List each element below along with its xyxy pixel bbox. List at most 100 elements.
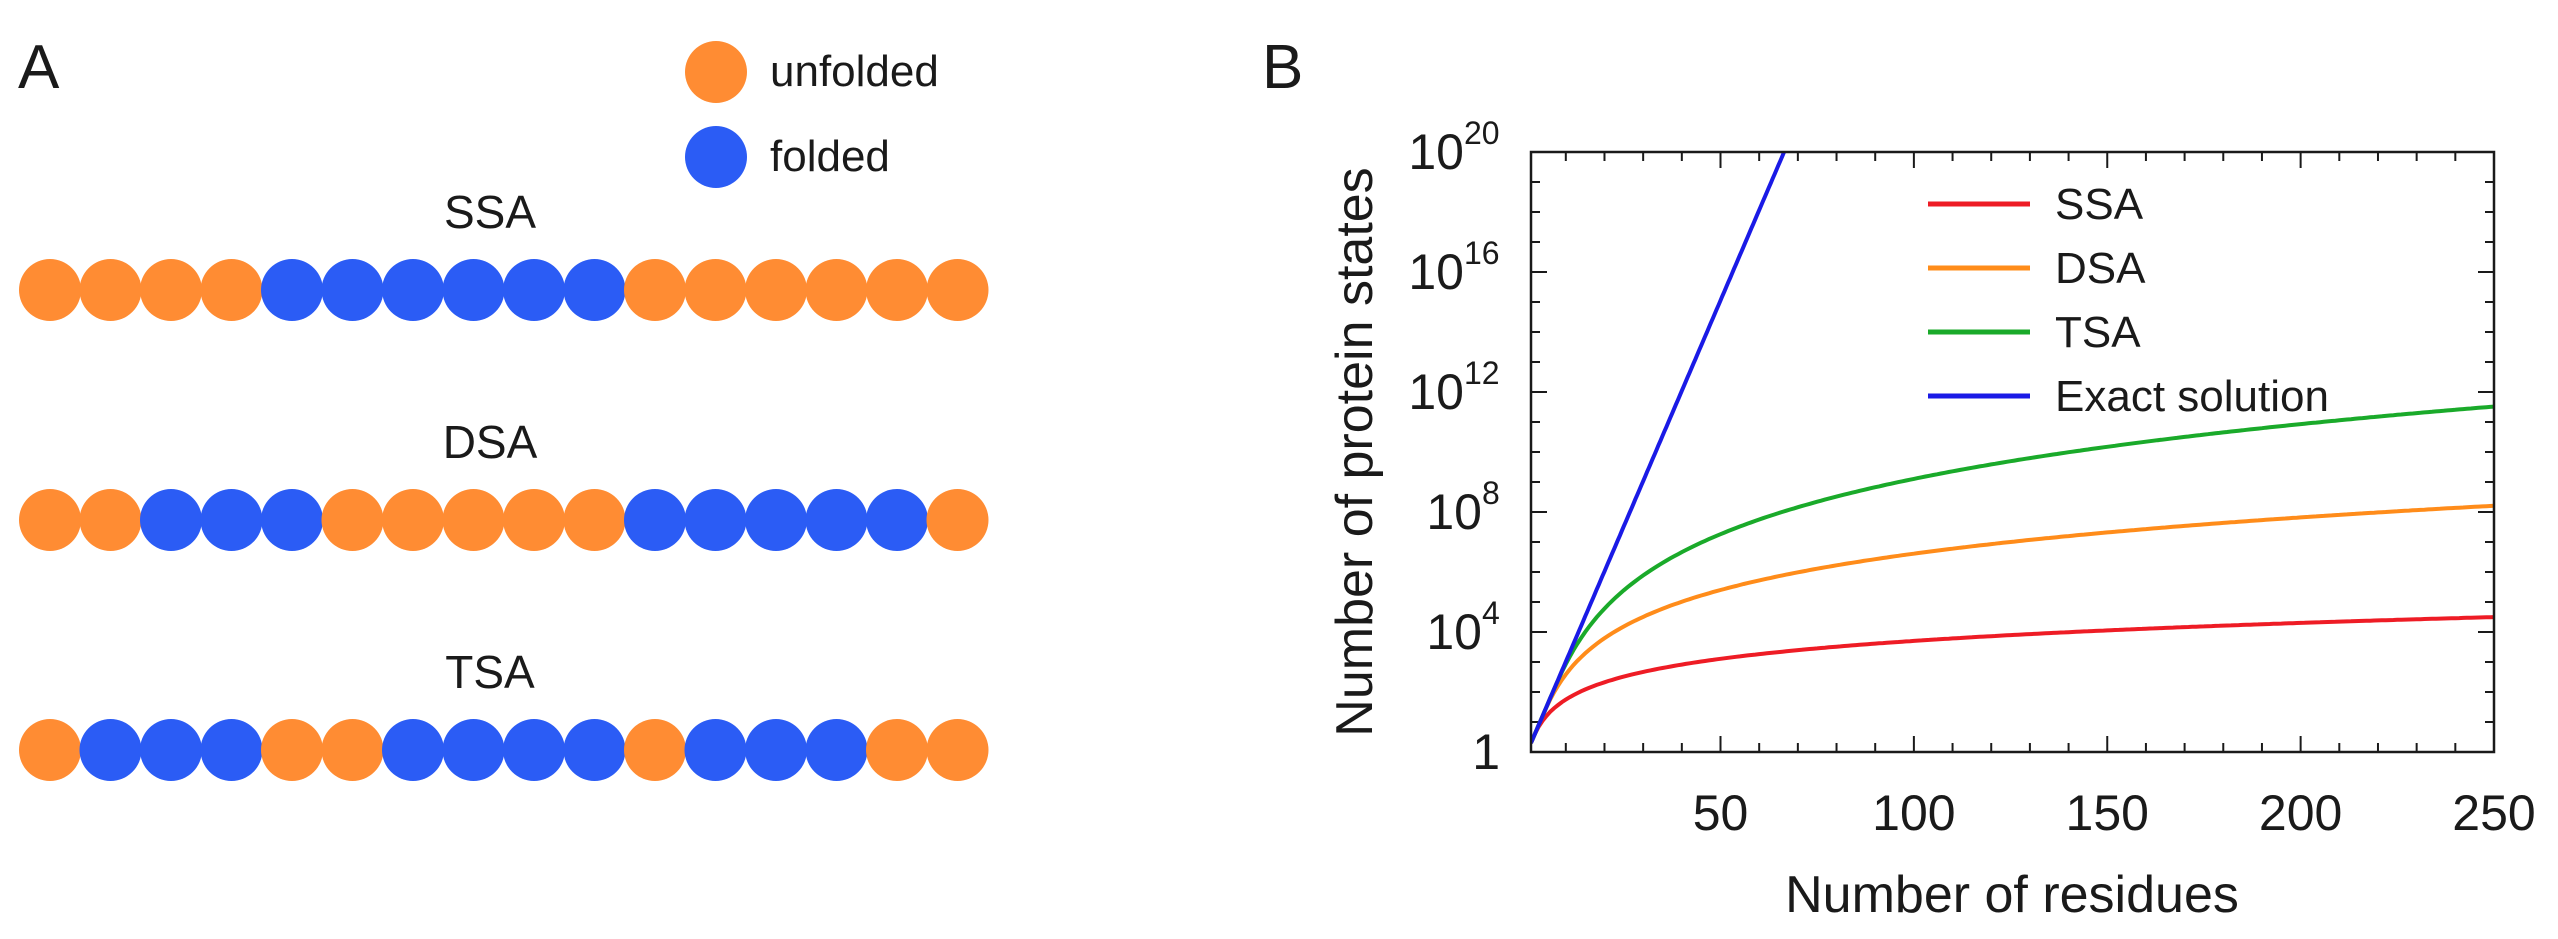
residue-folded: [503, 259, 565, 321]
y-tick-exponent: 12: [1464, 355, 1500, 391]
y-tick-exponent: 8: [1482, 475, 1500, 511]
residue-folded: [79, 719, 142, 781]
residue-unfolded: [321, 719, 384, 781]
residue-folded: [745, 719, 807, 781]
residue-folded: [866, 489, 928, 551]
chain-tsa: [19, 719, 989, 781]
residue-folded: [261, 489, 323, 551]
residue-folded: [624, 489, 686, 551]
residue-unfolded: [805, 259, 868, 321]
y-tick-label: 10 16: [1408, 235, 1499, 300]
residue-folded: [805, 489, 868, 551]
legend-label: SSA: [2055, 180, 2144, 229]
residue-unfolded: [442, 489, 505, 551]
y-tick-label: 1: [1472, 724, 1500, 780]
residue-unfolded: [79, 259, 142, 321]
legend-label: TSA: [2055, 308, 2141, 357]
residue-folded: [140, 719, 202, 781]
residue-unfolded: [19, 489, 81, 551]
legend-unfolded-marker: [685, 41, 747, 103]
residue-unfolded: [19, 259, 81, 321]
residue-folded: [442, 259, 505, 321]
residue-unfolded: [563, 489, 626, 551]
residue-folded: [321, 259, 384, 321]
residue-folded: [684, 719, 747, 781]
chain-title-tsa: TSA: [445, 646, 535, 698]
residue-folded: [382, 259, 444, 321]
series-legend: SSA DSA TSA Exact solution: [1928, 180, 2329, 421]
residue-chains: SSA DSA TSA: [19, 186, 989, 781]
residue-folded: [503, 719, 565, 781]
chain-dsa: [19, 489, 989, 551]
residue-unfolded: [261, 719, 323, 781]
chain-title-dsa: DSA: [443, 416, 538, 468]
legend-label: DSA: [2055, 244, 2146, 293]
axis-ticks: [1531, 151, 2495, 753]
panel-b-label: B: [1262, 33, 1303, 102]
residue-folded: [140, 489, 202, 551]
legend-label: Exact solution: [2055, 372, 2329, 421]
y-tick-base: 10: [1426, 604, 1482, 660]
series-line-tsa: [1531, 404, 2494, 744]
y-tick-label: 10 4: [1426, 595, 1499, 660]
chain-ssa: [19, 259, 989, 321]
residue-folded: [684, 489, 747, 551]
residue-unfolded: [200, 259, 263, 321]
y-tick-label: 10 8: [1426, 475, 1499, 540]
residue-folded: [200, 489, 263, 551]
y-tick-exponent: 20: [1464, 115, 1500, 151]
series-line-exact-solution: [1531, 152, 1787, 744]
y-tick-base: 10: [1408, 244, 1464, 300]
legend-folded-marker: [685, 126, 747, 188]
residue-folded: [382, 719, 444, 781]
residue-unfolded: [866, 259, 928, 321]
residue-unfolded: [140, 259, 202, 321]
y-tick-base: 10: [1408, 124, 1464, 180]
legend-entry-exact-solution: Exact solution: [1928, 372, 2329, 421]
y-axis-label: Number of protein states: [1326, 167, 1384, 736]
x-tick-labels: 50 100 150 200 250: [1693, 785, 2536, 841]
series-line-dsa: [1531, 503, 2494, 744]
y-tick-base: 1: [1472, 724, 1500, 780]
residue-unfolded: [926, 259, 989, 321]
residue-unfolded: [503, 489, 565, 551]
x-tick-label: 50: [1693, 785, 1749, 841]
residue-folded: [805, 719, 868, 781]
legend-entry-ssa: SSA: [1928, 180, 2144, 229]
y-tick-label: 10 12: [1408, 355, 1499, 420]
chain-title-ssa: SSA: [444, 186, 536, 238]
residue-folded: [563, 719, 626, 781]
residue-unfolded: [624, 259, 686, 321]
residue-unfolded: [19, 719, 81, 781]
y-tick-base: 10: [1426, 484, 1482, 540]
legend-unfolded-label: unfolded: [770, 47, 939, 96]
panel-a-label: A: [18, 33, 60, 102]
y-tick-label: 10 20: [1408, 115, 1499, 180]
x-tick-label: 250: [2452, 785, 2535, 841]
x-tick-label: 100: [1872, 785, 1955, 841]
residue-unfolded: [684, 259, 747, 321]
series-lines: [1531, 152, 2494, 744]
residue-unfolded: [321, 489, 384, 551]
x-axis-label: Number of residues: [1785, 866, 2239, 924]
residue-unfolded: [926, 489, 989, 551]
legend-folded-label: folded: [770, 132, 890, 181]
residue-folded: [442, 719, 505, 781]
residue-unfolded: [866, 719, 928, 781]
state-legend: unfolded folded: [685, 41, 939, 188]
x-tick-label: 200: [2259, 785, 2342, 841]
residue-unfolded: [926, 719, 989, 781]
series-line-ssa: [1531, 615, 2494, 744]
residue-folded: [745, 489, 807, 551]
legend-entry-dsa: DSA: [1928, 244, 2146, 293]
residue-unfolded: [382, 489, 444, 551]
residue-unfolded: [79, 489, 142, 551]
residue-unfolded: [745, 259, 807, 321]
residue-folded: [200, 719, 263, 781]
x-tick-label: 150: [2066, 785, 2149, 841]
residue-folded: [563, 259, 626, 321]
plot-frame: [1529, 150, 2496, 754]
legend-entry-tsa: TSA: [1928, 308, 2141, 357]
